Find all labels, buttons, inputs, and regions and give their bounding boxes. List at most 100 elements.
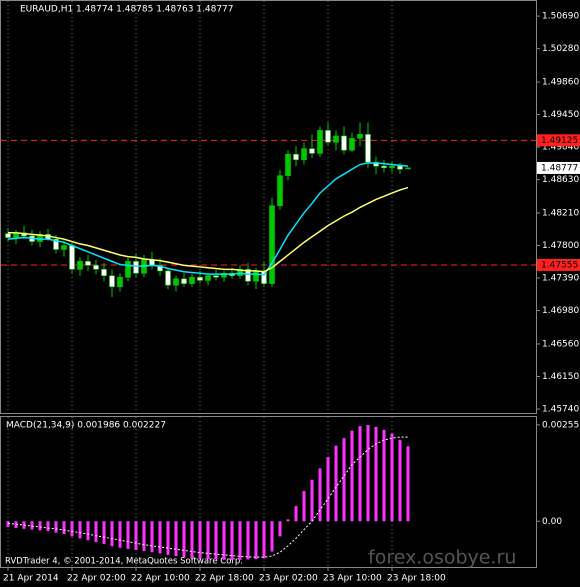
price-box xyxy=(537,161,580,174)
y-tick-label: 1.46150 xyxy=(542,372,579,382)
histogram-bar xyxy=(126,521,130,549)
candle-body xyxy=(93,265,99,270)
histogram-bar xyxy=(366,424,370,522)
histogram-bar xyxy=(86,521,90,541)
candle-body xyxy=(357,134,363,139)
candle-body xyxy=(333,135,339,143)
candle-body xyxy=(61,245,67,250)
candle-body xyxy=(133,261,139,274)
candle-body xyxy=(309,148,315,154)
histogram-bar xyxy=(62,521,66,535)
level-label: 1.47555 xyxy=(541,260,578,270)
histogram-bar xyxy=(358,426,362,522)
candle-body xyxy=(69,245,75,270)
main-frame xyxy=(0,0,537,414)
x-tick-label: 22 Apr 02:00 xyxy=(67,574,126,584)
candle-body xyxy=(301,148,307,161)
candle-body xyxy=(277,175,283,207)
histogram-bar xyxy=(350,430,354,522)
candle-body xyxy=(405,167,411,170)
histogram-bar xyxy=(398,440,402,522)
x-tick-label: 22 Apr 18:00 xyxy=(195,574,254,584)
candle-body xyxy=(317,130,323,154)
histogram-bar xyxy=(174,521,178,557)
y-tick-label: 1.47800 xyxy=(542,241,579,251)
histogram-bar xyxy=(286,519,290,522)
histogram-bar xyxy=(222,521,226,560)
histogram-bar xyxy=(6,521,10,527)
histogram-bar xyxy=(54,521,58,533)
histogram-bar xyxy=(46,521,50,532)
y-tick-label: 1.49450 xyxy=(542,110,579,120)
y-tick-label: 1.46980 xyxy=(542,306,579,316)
histogram-bar xyxy=(374,426,378,522)
y-tick-label: 1.45740 xyxy=(542,405,579,415)
candle-body xyxy=(213,275,219,278)
histogram-bar xyxy=(110,521,114,547)
y-tick-label: 1.50690 xyxy=(542,12,579,22)
level-label: 1.49125 xyxy=(541,136,578,146)
candle-body xyxy=(205,275,211,281)
x-tick-label: 23 Apr 10:00 xyxy=(323,574,382,584)
x-tick-label: 23 Apr 18:00 xyxy=(387,574,446,584)
histogram-bar xyxy=(158,521,162,554)
y-tick-label: 1.49860 xyxy=(542,77,579,87)
candle-body xyxy=(349,138,355,151)
candle-body xyxy=(269,205,275,284)
level-box xyxy=(537,258,580,271)
candle-body xyxy=(181,278,187,284)
candle-body xyxy=(173,278,179,286)
candle-body xyxy=(189,276,195,284)
y-tick-label: 1.50280 xyxy=(542,44,579,54)
histogram-bar xyxy=(342,438,346,522)
histogram-bar xyxy=(206,521,210,560)
candle-body xyxy=(325,130,331,143)
histogram-bar xyxy=(326,457,330,522)
histogram-bar xyxy=(142,521,146,552)
candle-body xyxy=(85,261,91,266)
histogram-bar xyxy=(270,521,274,552)
candle-body xyxy=(237,269,243,276)
y-tick-label: 0.00 xyxy=(542,517,562,527)
candle-body xyxy=(285,153,291,176)
histogram-bar xyxy=(238,521,242,560)
histogram-bar xyxy=(190,521,194,558)
y-tick-label: 1.47390 xyxy=(542,274,579,284)
histogram-bar xyxy=(78,521,82,539)
candle-body xyxy=(5,233,11,238)
histogram-bar xyxy=(254,521,258,560)
y-tick-label: 1.46560 xyxy=(542,339,579,349)
candle-body xyxy=(53,238,59,250)
moving-average xyxy=(8,186,409,273)
macd-frame xyxy=(0,416,537,568)
candle-body xyxy=(101,269,107,276)
histogram-bar xyxy=(30,521,34,530)
histogram-bar xyxy=(294,506,298,522)
level-box xyxy=(537,134,580,147)
histogram-bar xyxy=(246,521,250,560)
moving-average xyxy=(7,162,409,276)
plot xyxy=(5,122,411,560)
candle-body xyxy=(253,270,259,282)
histogram-bar xyxy=(198,521,202,559)
price-label: 1.48777 xyxy=(541,163,578,173)
histogram-bar xyxy=(262,521,266,559)
histogram-bar xyxy=(278,521,282,537)
candle-body xyxy=(109,275,115,288)
histogram-bar xyxy=(134,521,138,550)
histogram-bar xyxy=(118,521,122,548)
candle-body xyxy=(197,276,203,281)
candle-body xyxy=(397,165,403,170)
histogram-bar xyxy=(230,521,234,560)
candle-body xyxy=(245,269,251,282)
histogram-bar xyxy=(310,479,314,522)
histogram-bar xyxy=(334,445,338,522)
histogram-bar xyxy=(150,521,154,553)
watermark: forex.osobye.ru xyxy=(368,547,516,569)
histogram-bar xyxy=(382,429,386,522)
histogram-bar xyxy=(166,521,170,555)
candle-body xyxy=(373,161,379,167)
chart-title: EURAUD,H1 1.48774 1.48785 1.48763 1.4877… xyxy=(20,5,234,15)
